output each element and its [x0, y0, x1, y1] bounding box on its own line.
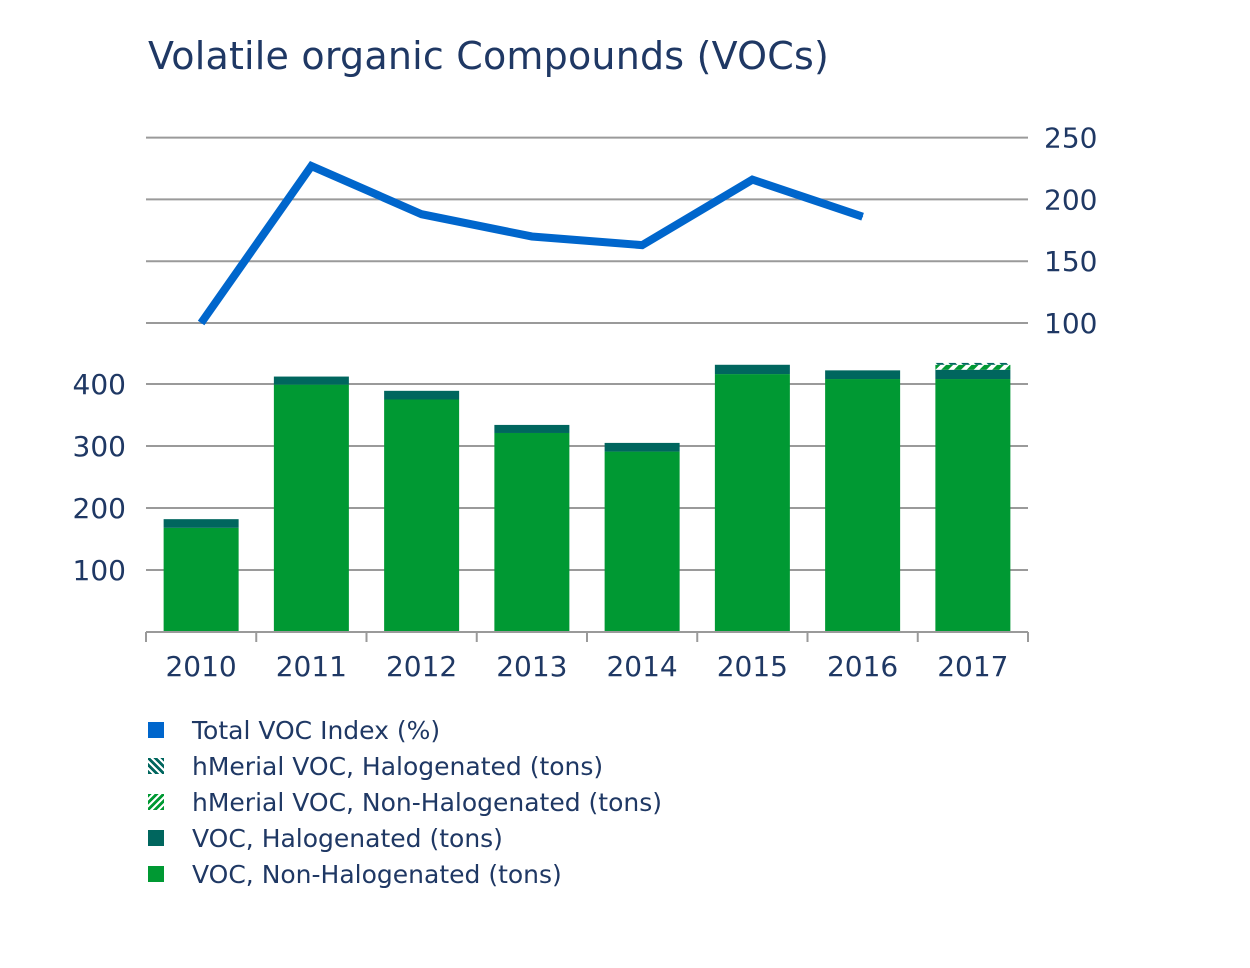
- bar-2012-series-1: [384, 390, 460, 400]
- bar-2010-series-1: [163, 519, 239, 528]
- bar-2016-series-1: [825, 370, 901, 380]
- bar-2016-series-0: [825, 379, 901, 632]
- y-left-tick-label: 400: [73, 368, 126, 401]
- x-tick-label: 2013: [496, 650, 567, 683]
- index-line: [197, 161, 864, 326]
- legend-label: hMerial VOC, Halogenated (tons): [192, 751, 604, 781]
- legend: Total VOC Index (%) hMerial VOC, Halogena…: [148, 712, 662, 892]
- bar-2011-series-0: [273, 384, 349, 632]
- index-point-2014: [641, 244, 643, 246]
- bar-2017-series-0: [935, 379, 1011, 632]
- x-tick-label: 2016: [827, 650, 898, 683]
- legend-item: VOC, Non-Halogenated (tons): [148, 856, 662, 892]
- index-point-2016: [862, 216, 864, 218]
- legend-label: VOC, Non-Halogenated (tons): [192, 859, 562, 889]
- legend-label: Total VOC Index (%): [192, 715, 441, 745]
- legend-swatch: [148, 866, 164, 882]
- y-right-tick-label: 200: [1044, 183, 1097, 216]
- x-tick-label: 2014: [606, 650, 677, 683]
- x-tick-label: 2017: [937, 650, 1008, 683]
- y-left-tick-label: 300: [73, 430, 126, 463]
- y-right-tick-label: 150: [1044, 245, 1097, 278]
- bar-2017-series-2: [935, 364, 1011, 370]
- legend-swatch: [148, 758, 164, 774]
- bar-2015-series-1: [714, 364, 790, 375]
- bar-2017-series-3: [935, 362, 1011, 365]
- x-tick-label: 2011: [276, 650, 347, 683]
- legend-item: hMerial VOC, Non-Halogenated (tons): [148, 784, 662, 820]
- y-left-tick-label: 100: [73, 554, 126, 587]
- legend-label: hMerial VOC, Non-Halogenated (tons): [192, 787, 663, 817]
- index-point-2012: [421, 213, 423, 215]
- bar-2014-series-0: [604, 451, 680, 632]
- chart-title: Volatile organic Compounds (VOCs): [148, 34, 829, 78]
- y-right-tick-label: 250: [1044, 122, 1097, 155]
- legend-item: hMerial VOC, Halogenated (tons): [148, 748, 662, 784]
- bar-2012-series-0: [384, 399, 460, 632]
- legend-swatch: [148, 722, 164, 738]
- bar-2010-series-0: [163, 527, 239, 632]
- legend-label: VOC, Halogenated (tons): [192, 823, 503, 853]
- legend-swatch: [148, 830, 164, 846]
- index-point-2015: [751, 179, 753, 181]
- index-point-2011: [310, 165, 312, 167]
- legend-item: Total VOC Index (%): [148, 712, 662, 748]
- x-tick-label: 2015: [717, 650, 788, 683]
- legend-item: VOC, Halogenated (tons): [148, 820, 662, 856]
- bar-2015-series-0: [714, 374, 790, 632]
- x-tick-label: 2012: [386, 650, 457, 683]
- bar-2017-series-1: [935, 369, 1011, 380]
- y-left-tick-label: 200: [73, 492, 126, 525]
- x-tick-label: 2010: [165, 650, 236, 683]
- bar-2013-series-0: [494, 432, 570, 632]
- bar-2014-series-1: [604, 442, 680, 452]
- index-point-2013: [531, 235, 533, 237]
- y-right-tick-label: 100: [1044, 307, 1097, 340]
- bar-2013-series-1: [494, 424, 570, 433]
- bar-2011-series-1: [273, 376, 349, 385]
- index-point-2010: [200, 322, 202, 324]
- legend-swatch: [148, 794, 164, 810]
